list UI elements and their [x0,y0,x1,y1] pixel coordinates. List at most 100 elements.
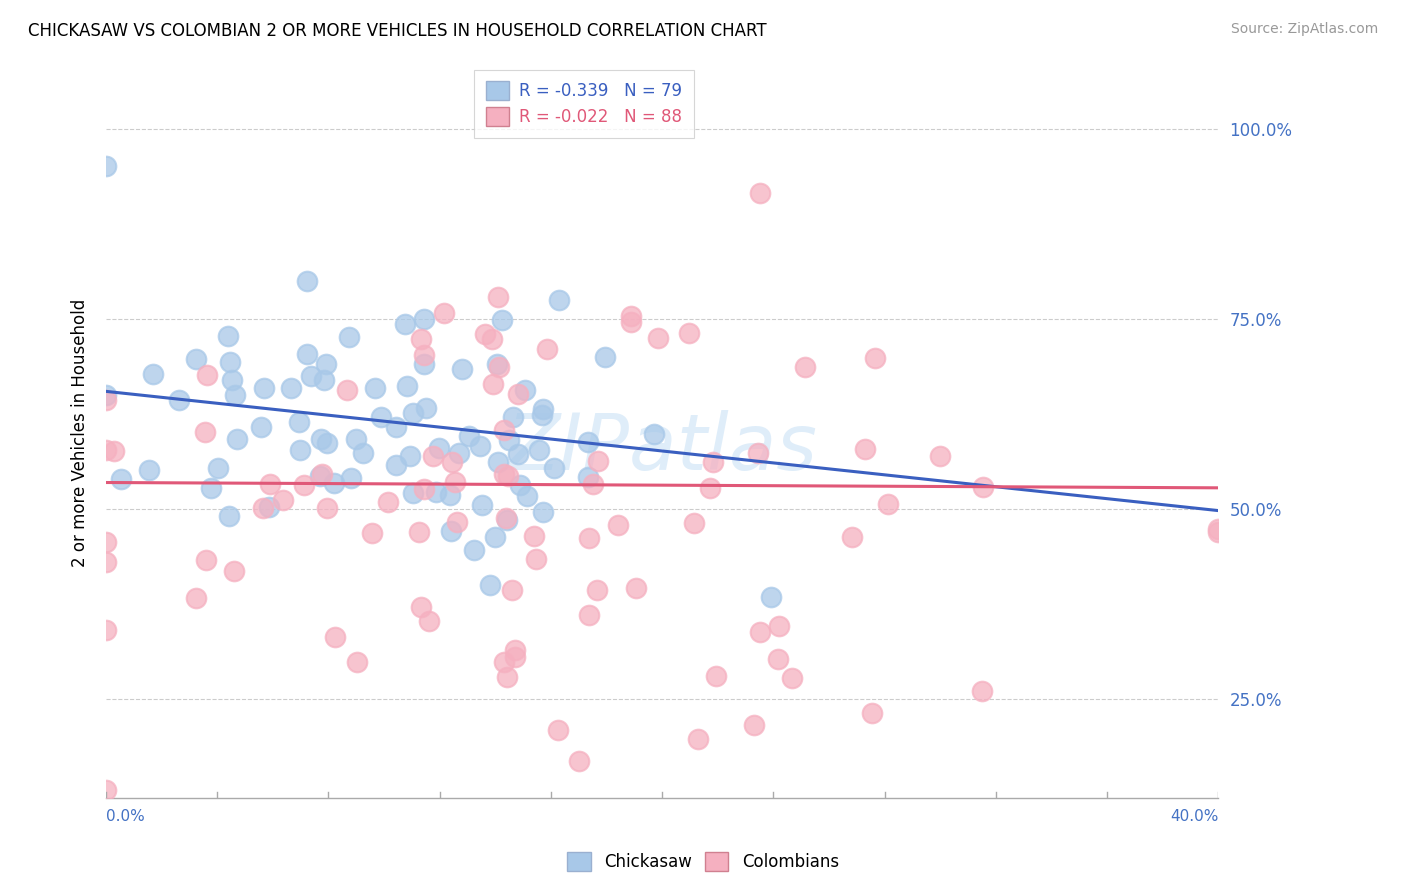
Point [766,652,789,666]
Point [433,306,456,320]
Point [479,578,502,592]
Point [619,315,641,329]
Point [167,393,190,408]
Point [411,332,433,346]
Point [523,528,546,542]
Point [702,455,724,469]
Point [94,535,117,549]
Point [474,327,496,342]
Point [385,458,408,473]
Point [299,369,322,384]
Point [413,312,436,326]
Point [578,531,600,545]
Point [463,543,485,558]
Point [412,357,434,371]
Point [200,481,222,495]
Point [486,290,509,304]
Point [315,501,337,516]
Point [578,607,600,622]
Point [195,368,218,382]
Point [972,480,994,494]
Point [221,373,243,387]
Text: ZIPatlas: ZIPatlas [506,409,818,486]
Point [94,623,117,637]
Point [292,478,315,492]
Point [704,669,727,683]
Point [411,599,433,614]
Point [315,436,337,450]
Point [218,509,240,524]
Point [94,554,117,568]
Point [509,477,531,491]
Point [643,427,665,442]
Point [536,342,558,356]
Point [486,455,509,469]
Point [470,439,492,453]
Point [280,381,302,395]
Point [471,498,494,512]
Point [418,614,440,628]
Point [94,160,117,174]
Point [747,445,769,459]
Point [503,643,526,657]
Point [325,630,347,644]
Point [309,468,332,483]
Point [250,420,273,434]
Point [647,331,669,345]
Point [194,425,217,440]
Point [224,388,246,402]
Point [699,481,721,495]
Point [194,552,217,566]
Text: CHICKASAW VS COLOMBIAN 2 OR MORE VEHICLES IN HOUSEHOLD CORRELATION CHART: CHICKASAW VS COLOMBIAN 2 OR MORE VEHICLE… [28,22,766,40]
Point [486,357,509,371]
Point [543,461,565,475]
Point [94,783,117,797]
Point [876,497,898,511]
Point [502,410,524,425]
Point [853,442,876,456]
Point [530,408,553,422]
Point [501,583,523,598]
Point [606,518,628,533]
Point [94,388,117,402]
Point [761,590,783,604]
Point [346,655,368,669]
Point [252,500,274,515]
Point [498,433,520,447]
Point [686,731,709,746]
Point [295,274,318,288]
Point [94,392,117,407]
Point [257,500,280,514]
Legend: R = -0.339   N = 79, R = -0.022   N = 88: R = -0.339 N = 79, R = -0.022 N = 88 [474,70,695,138]
Point [415,401,437,416]
Point [217,328,239,343]
Point [352,446,374,460]
Point [413,482,436,496]
Text: Source: ZipAtlas.com: Source: ZipAtlas.com [1230,22,1378,37]
Point [413,348,436,362]
Point [224,564,246,578]
Point [336,383,359,397]
Point [408,524,430,539]
Point [508,447,530,461]
Point [339,330,361,344]
Point [398,450,420,464]
Point [494,656,516,670]
Legend: Chickasaw, Colombians: Chickasaw, Colombians [558,843,848,880]
Point [96,442,118,457]
Point [531,401,554,416]
Point [344,433,367,447]
Point [361,525,384,540]
Point [488,360,510,375]
Point [624,581,647,595]
Point [309,432,332,446]
Point [142,367,165,381]
Point [860,706,883,720]
Point [929,449,952,463]
Point [288,415,311,429]
Point [491,313,513,327]
Point [207,461,229,475]
Point [385,419,408,434]
Point [422,450,444,464]
Point [312,373,335,387]
